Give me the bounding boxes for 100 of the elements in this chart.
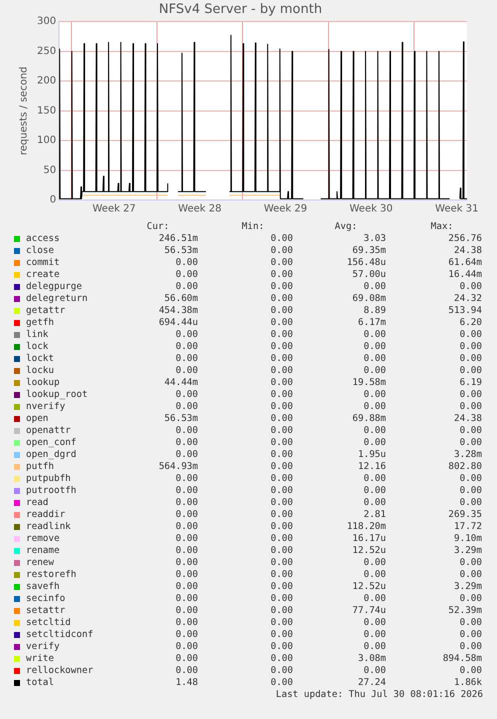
legend-label: putpubfh [26,473,71,485]
legend-label: locku [26,365,54,377]
text: 513.94 [447,305,482,317]
text: 0.00 [174,581,198,593]
text: 0.00 [362,425,386,437]
text: 3.29m [453,545,482,557]
text: 0.00 [270,317,293,329]
text: 3.28m [453,449,482,461]
text: 0.00 [174,653,198,665]
text: Min: [240,221,266,233]
text: 24.32 [453,293,482,305]
text: 0.00 [458,593,482,605]
text: 0.00 [270,245,293,257]
text: 0.00 [174,329,198,341]
text: 0.00 [362,497,386,509]
legend-label: readlink [26,521,71,533]
text: 0.00 [362,473,386,485]
legend-label: total [26,677,54,689]
text: 9.10m [453,533,482,545]
text: 802.80 [447,461,482,473]
text: 0.00 [270,401,293,413]
text: 0.00 [362,353,386,365]
text: 52.39m [447,605,482,617]
text: 0.00 [362,341,386,353]
y-tick-label: 300 [36,16,56,28]
text: 0.00 [458,365,482,377]
text: 0.00 [270,629,293,641]
text: 0.00 [174,269,198,281]
text: 56.53m [163,413,198,425]
text: 56.53m [163,245,198,257]
text: 2.81 [362,509,386,521]
legend-label: create [26,269,60,281]
text: 16.44m [447,269,482,281]
text: 0.00 [174,425,198,437]
y-tick-label: 250 [36,46,56,57]
legend-label: remove [26,533,60,545]
text: 0.00 [270,545,293,557]
text: 0.00 [174,485,198,497]
legend-label: getfh [26,317,54,329]
text: 0.00 [270,293,293,305]
text: 1.95u [357,449,386,461]
text: 0.00 [270,269,293,281]
y-tick-label: 150 [36,105,56,116]
text: 27.24 [357,677,386,689]
text: 0.00 [458,641,482,653]
text: 0.00 [174,497,198,509]
text: 0.00 [174,365,198,377]
legend-label: link [26,329,48,341]
text: 0.00 [458,665,482,677]
text: 1.86k [453,677,482,689]
text: Max: [430,221,454,233]
text: 0.00 [458,341,482,353]
text: 12.52u [351,581,386,593]
text: 0.00 [270,509,293,521]
text: 0.00 [458,497,482,509]
text: 0.00 [270,281,293,293]
text: 694.44u [158,317,198,329]
legend-label: delegreturn [26,293,88,305]
text: 0.00 [270,365,293,377]
text: 0.00 [270,641,293,653]
text: 0.00 [270,413,293,425]
text: 0.00 [270,533,293,545]
legend-label: putfh [26,461,54,473]
text: 0.00 [458,557,482,569]
text: 0.00 [174,509,198,521]
text: 16.17u [351,533,386,545]
legend-label: openattr [26,425,71,437]
legend-label: secinfo [26,593,66,605]
legend-label: open_dgrd [26,449,76,461]
text: 0.00 [270,305,293,317]
text: 0.00 [362,281,386,293]
text: 0.00 [270,461,293,473]
text: 0.00 [174,665,198,677]
legend-label: commit [26,257,60,269]
text: 0.00 [270,473,293,485]
text: 0.00 [270,605,293,617]
text: 69.35m [351,245,386,257]
text: 0.00 [174,557,198,569]
text: 454.38m [158,305,198,317]
legend-label: lookup_root [26,389,88,401]
text: 3.08m [357,653,386,665]
text: 0.00 [174,533,198,545]
legend-label: restorefh [26,569,76,581]
text: 6.17m [357,317,386,329]
text: 6.19 [458,377,482,389]
text: Avg: [334,221,358,233]
y-tick-label: 200 [36,76,56,87]
text: 0.00 [270,593,293,605]
text: 0.00 [174,473,198,485]
text: 0.00 [362,389,386,401]
text: 0.00 [458,569,482,581]
text: 1.48 [174,677,198,689]
legend-label: rename [26,545,60,557]
text: 564.93m [158,461,198,473]
text: 894.58m [442,653,482,665]
text: 77.74u [351,605,386,617]
text: 0.00 [270,665,293,677]
text: 0.00 [270,569,293,581]
text: 0.00 [362,401,386,413]
chart-title: NFSv4 Server - by month [158,2,322,18]
